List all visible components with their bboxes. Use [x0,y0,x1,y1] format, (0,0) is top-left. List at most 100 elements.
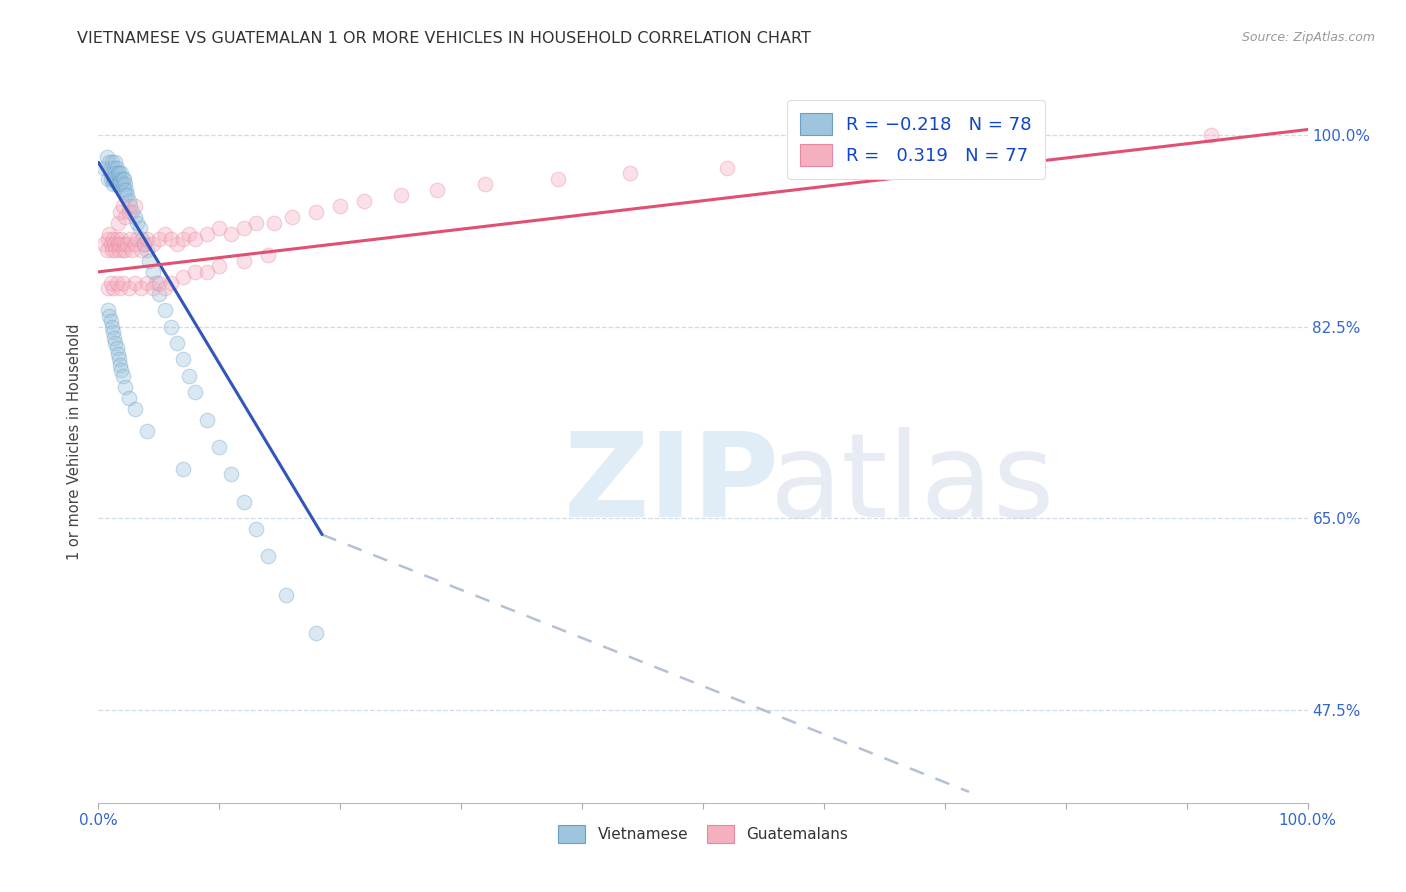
Point [153,227,176,241]
Point [108,358,131,372]
Point [232,494,254,508]
Text: atlas: atlas [769,427,1054,542]
Point [221,227,243,241]
Point [105,342,128,356]
Point [97,303,120,318]
Point [263,216,285,230]
Point [98,227,121,241]
Point [184,232,207,246]
Point [160,232,183,246]
Point [100,171,122,186]
Point [184,385,207,400]
Point [274,588,297,602]
Point [127,216,149,230]
Point [232,221,254,235]
Text: VIETNAMESE VS GUATEMALAN 1 OR MORE VEHICLES IN HOUSEHOLD CORRELATION CHART: VIETNAMESE VS GUATEMALAN 1 OR MORE VEHIC… [77,31,811,46]
Point [100,314,122,328]
Point [172,462,194,476]
Y-axis label: 1 or more Vehicles in Household: 1 or more Vehicles in Household [67,323,83,560]
Point [172,270,194,285]
Point [135,424,157,438]
Point [166,336,188,351]
Point [160,319,183,334]
Point [117,188,139,202]
Point [117,237,139,252]
Point [111,171,134,186]
Point [104,243,127,257]
Point [118,199,141,213]
Point [148,286,170,301]
Point [101,281,124,295]
Point [108,281,131,295]
Point [208,221,231,235]
Point [118,204,141,219]
Point [127,232,149,246]
Point [172,352,194,367]
Point [110,174,132,188]
Point [245,216,267,230]
Point [124,237,146,252]
Point [104,155,127,169]
Point [208,440,231,454]
Point [353,194,375,208]
Point [101,171,124,186]
Point [232,253,254,268]
Point [100,276,122,290]
Point [107,166,129,180]
Point [93,237,115,252]
Point [97,281,120,295]
Point [111,199,134,213]
Point [108,178,131,192]
Point [97,232,120,246]
Point [131,232,153,246]
Point [166,237,188,252]
Point [114,188,136,202]
Point [108,352,131,367]
Point [103,161,125,175]
Point [111,178,134,192]
Point [111,243,134,257]
Point [389,188,412,202]
Point [129,281,152,295]
Point [281,210,304,224]
Point [837,155,859,169]
Point [118,281,141,295]
Point [105,276,128,290]
Point [124,210,146,224]
Point [103,171,125,186]
Point [474,178,496,192]
Point [110,166,132,180]
Point [195,265,218,279]
Point [112,171,135,186]
Point [124,276,146,290]
Point [118,391,141,405]
Point [101,325,124,339]
Point [135,232,157,246]
Point [305,204,328,219]
Point [114,178,136,192]
Point [115,183,138,197]
Point [134,237,156,252]
Point [100,155,122,169]
Point [547,171,569,186]
Point [112,237,135,252]
Point [100,237,122,252]
Point [138,253,160,268]
Point [135,243,157,257]
Point [110,232,132,246]
Point [148,232,170,246]
Point [124,401,146,416]
Point [96,150,118,164]
Text: ZIP: ZIP [564,427,780,542]
Point [256,248,278,262]
Point [148,276,170,290]
Legend: Vietnamese, Guatemalans: Vietnamese, Guatemalans [551,819,855,849]
Point [100,319,122,334]
Text: Source: ZipAtlas.com: Source: ZipAtlas.com [1241,31,1375,45]
Point [108,178,131,192]
Point [107,347,129,361]
Point [160,276,183,290]
Point [93,161,115,175]
Point [221,467,243,482]
Point [103,330,125,344]
